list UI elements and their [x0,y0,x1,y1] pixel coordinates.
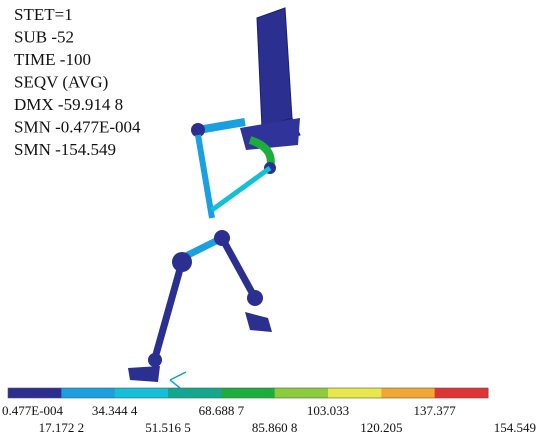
legend-label: 34.344 4 [92,403,138,418]
legend-label: 120.205 [360,420,402,435]
info-line: SUB -52 [14,28,74,47]
info-line: STET=1 [14,5,73,24]
legend-swatch [435,388,489,398]
legend-label: 85.860 8 [252,420,298,435]
info-line: TIME -100 [14,50,91,69]
legend-label: 154.549 [494,420,536,435]
legend-swatch [8,388,62,398]
model [128,8,300,388]
legend-label: 51.516 5 [145,420,191,435]
legend-swatch [115,388,169,398]
legend-swatch [168,388,222,398]
info-line: SMN -0.477E-004 [14,118,141,137]
legend-swatch [61,388,115,398]
legend-label: 0.477E-004 [2,403,64,418]
legend-label: 68.688 7 [199,403,245,418]
info-line: SEQV (AVG) [14,73,108,92]
info-line: DMX -59.914 8 [14,95,123,114]
legend-label: 103.033 [307,403,349,418]
legend-label: 137.377 [414,403,457,418]
legend-swatch [275,388,329,398]
legend-label: 17.172 2 [39,420,85,435]
legend-swatch [221,388,275,398]
plot-canvas: STET=1 SUB -52 TIME -100 SEQV (AVG) DMX -59.… [0,0,538,437]
contour-plot: STET=1 SUB -52 TIME -100 SEQV (AVG) DMX -59.… [0,0,538,437]
legend-swatch [381,388,435,398]
legend-swatch [328,388,382,398]
info-line: SMN -154.549 [14,140,116,159]
